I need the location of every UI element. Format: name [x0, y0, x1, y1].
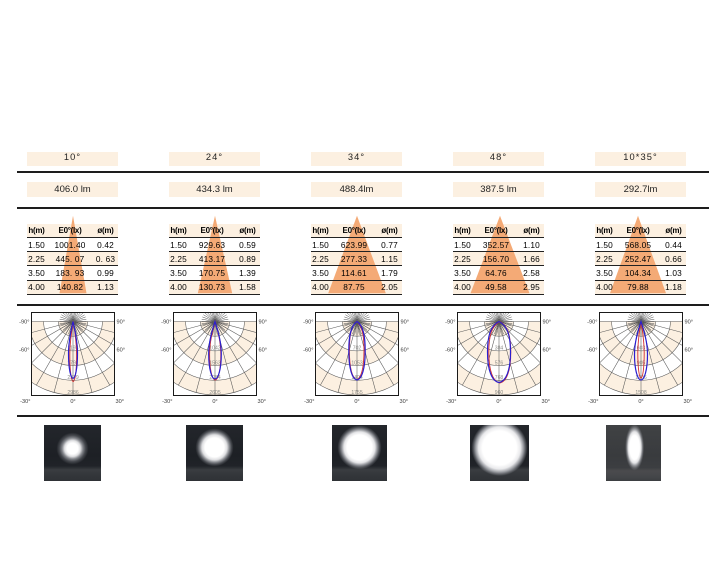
svg-text:-60°: -60° — [445, 348, 455, 354]
svg-text:576: 576 — [494, 360, 503, 366]
svg-text:2605: 2605 — [209, 390, 220, 396]
svg-text:1404: 1404 — [351, 375, 362, 381]
svg-text:90°: 90° — [400, 320, 408, 326]
svg-text:0°: 0° — [354, 399, 359, 404]
svg-text:30°: 30° — [399, 399, 407, 404]
svg-text:30°: 30° — [683, 399, 691, 404]
svg-text:-30°: -30° — [446, 399, 456, 404]
svg-text:1042: 1042 — [209, 346, 220, 352]
svg-text:-30°: -30° — [20, 399, 30, 404]
svg-text:60°: 60° — [542, 348, 550, 354]
svg-text:90°: 90° — [684, 320, 692, 326]
svg-text:-60°: -60° — [19, 348, 29, 354]
svg-text:90°: 90° — [542, 320, 550, 326]
svg-text:1791: 1791 — [67, 360, 78, 366]
svg-text:1194: 1194 — [67, 346, 78, 352]
svg-text:30°: 30° — [115, 399, 123, 404]
svg-text:-90°: -90° — [445, 320, 455, 326]
svg-text:60°: 60° — [684, 348, 692, 354]
svg-text:60°: 60° — [116, 348, 124, 354]
svg-text:30°: 30° — [257, 399, 265, 404]
svg-text:768: 768 — [494, 375, 503, 381]
svg-text:0°: 0° — [638, 399, 643, 404]
svg-text:-30°: -30° — [588, 399, 598, 404]
svg-text:1053: 1053 — [351, 360, 362, 366]
svg-text:-60°: -60° — [303, 348, 313, 354]
svg-text:0°: 0° — [70, 399, 75, 404]
svg-text:-90°: -90° — [303, 320, 313, 326]
svg-text:702: 702 — [352, 346, 361, 352]
svg-text:90°: 90° — [258, 320, 266, 326]
svg-text:-60°: -60° — [161, 348, 171, 354]
svg-text:1755: 1755 — [351, 390, 362, 396]
svg-text:905: 905 — [636, 360, 645, 366]
svg-text:0°: 0° — [496, 399, 501, 404]
svg-text:90°: 90° — [116, 320, 124, 326]
svg-text:2986: 2986 — [67, 390, 78, 396]
svg-text:384: 384 — [494, 346, 503, 352]
svg-text:2084: 2084 — [209, 375, 220, 381]
svg-text:30°: 30° — [541, 399, 549, 404]
svg-text:-90°: -90° — [587, 320, 597, 326]
svg-text:603: 603 — [636, 346, 645, 352]
svg-text:-90°: -90° — [161, 320, 171, 326]
svg-text:1563: 1563 — [209, 360, 220, 366]
svg-text:1508: 1508 — [635, 390, 646, 396]
svg-text:60°: 60° — [258, 348, 266, 354]
svg-text:-60°: -60° — [587, 348, 597, 354]
svg-text:60°: 60° — [400, 348, 408, 354]
svg-text:960: 960 — [494, 390, 503, 396]
svg-text:-30°: -30° — [162, 399, 172, 404]
svg-text:-90°: -90° — [19, 320, 29, 326]
svg-text:-30°: -30° — [304, 399, 314, 404]
svg-text:0°: 0° — [212, 399, 217, 404]
